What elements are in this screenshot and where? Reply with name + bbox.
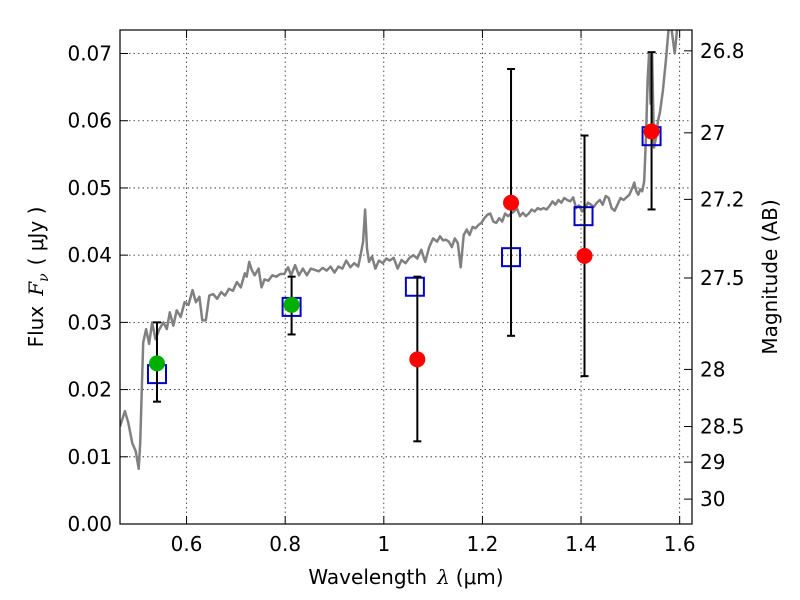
y2-tick-label: 26.8: [700, 39, 745, 63]
observed-point-green: [148, 355, 165, 372]
y-tick-label: 0.06: [67, 109, 112, 133]
y-axis-label-symbol: F: [24, 281, 48, 297]
error-bars: [146, 51, 662, 443]
plot-area: [120, 30, 679, 471]
x-tick-label: 1.6: [664, 532, 696, 556]
x-axis-label-symbol: λ: [436, 565, 450, 589]
x-tick-label: 0.8: [269, 532, 301, 556]
y2-tick-label: 27.5: [700, 266, 745, 290]
y2-axis-label: Magnitude (AB): [758, 199, 782, 354]
y2-tick-label: 30: [700, 487, 725, 511]
x-tick-label: 0.6: [171, 532, 203, 556]
observed-point-green: [283, 296, 300, 313]
y-tick-label: 0.02: [67, 378, 112, 402]
x-tick-label: 1: [377, 532, 390, 556]
observed-point-red: [643, 123, 660, 140]
y-axis-label-subscript: ν: [36, 273, 52, 282]
model-photometry-square: [404, 276, 425, 297]
y-tick-label: 0.07: [67, 42, 112, 66]
y-axis-label-text: Flux: [24, 306, 48, 348]
observed-point-red: [409, 351, 426, 368]
y-tick-label: 0.04: [67, 243, 112, 267]
y2-tick-label: 27.2: [700, 187, 745, 211]
x-tick-label: 1.4: [565, 532, 597, 556]
y2-tick-label: 28: [700, 357, 725, 381]
y-tick-label: 0.05: [67, 176, 112, 200]
y-tick-label: 0.01: [67, 445, 112, 469]
y-tick-label: 0.03: [67, 310, 112, 334]
grid: [120, 30, 692, 524]
y-tick-label: 0.00: [67, 512, 112, 536]
y2-tick-label: 28.5: [700, 415, 745, 439]
x-tick-label: 1.2: [467, 532, 499, 556]
plot-frame: [119, 29, 693, 525]
y2-tick-label: 27: [700, 121, 725, 145]
observed-point-red: [503, 194, 520, 211]
x-axis-label-text: Wavelength: [308, 565, 427, 589]
axes: 0.6 0.8 1 1.2 1.4 1.6 0.00 0.01 0.02 0.03 0.04 0.05…: [67, 30, 745, 556]
x-axis-label: Wavelength λ (μm): [308, 565, 503, 589]
model-spectrum-line: [120, 30, 679, 471]
y-axis-label-unit: ( μJy ): [24, 207, 48, 266]
observed-point-red: [576, 247, 593, 264]
y2-tick-label: 29: [700, 450, 725, 474]
x-axis-label-unit: (μm): [456, 565, 504, 589]
y-axis-label: Flux Fν ( μJy ): [24, 207, 52, 348]
